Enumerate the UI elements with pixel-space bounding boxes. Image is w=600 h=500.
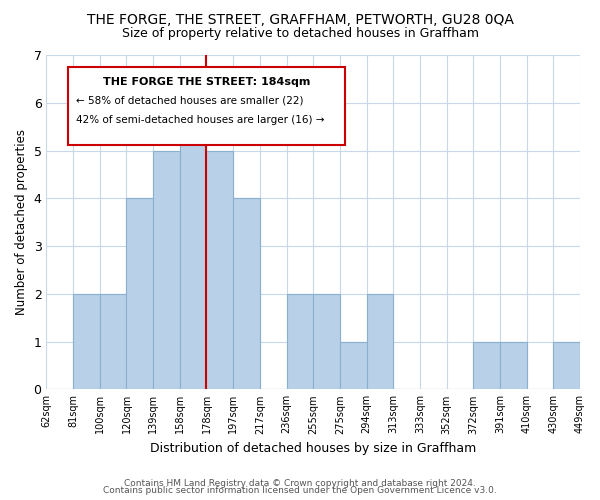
Bar [206,150,233,390]
Bar [287,294,313,390]
Bar [340,342,367,390]
Bar [127,198,153,390]
Y-axis label: Number of detached properties: Number of detached properties [15,129,28,315]
Bar [233,198,260,390]
X-axis label: Distribution of detached houses by size in Graffham: Distribution of detached houses by size … [150,442,476,455]
Text: Contains public sector information licensed under the Open Government Licence v3: Contains public sector information licen… [103,486,497,495]
Bar [500,342,527,390]
Bar [180,103,206,390]
Bar [553,342,580,390]
Text: THE FORGE, THE STREET, GRAFFHAM, PETWORTH, GU28 0QA: THE FORGE, THE STREET, GRAFFHAM, PETWORT… [86,12,514,26]
Bar [473,342,500,390]
Text: Size of property relative to detached houses in Graffham: Size of property relative to detached ho… [121,28,479,40]
Bar [73,294,100,390]
FancyBboxPatch shape [68,66,345,146]
Bar [313,294,340,390]
Text: ← 58% of detached houses are smaller (22): ← 58% of detached houses are smaller (22… [76,95,303,105]
Bar [153,150,180,390]
Bar [367,294,393,390]
Text: Contains HM Land Registry data © Crown copyright and database right 2024.: Contains HM Land Registry data © Crown c… [124,478,476,488]
Text: 42% of semi-detached houses are larger (16) →: 42% of semi-detached houses are larger (… [76,115,324,125]
Bar [100,294,127,390]
Text: THE FORGE THE STREET: 184sqm: THE FORGE THE STREET: 184sqm [103,76,310,86]
